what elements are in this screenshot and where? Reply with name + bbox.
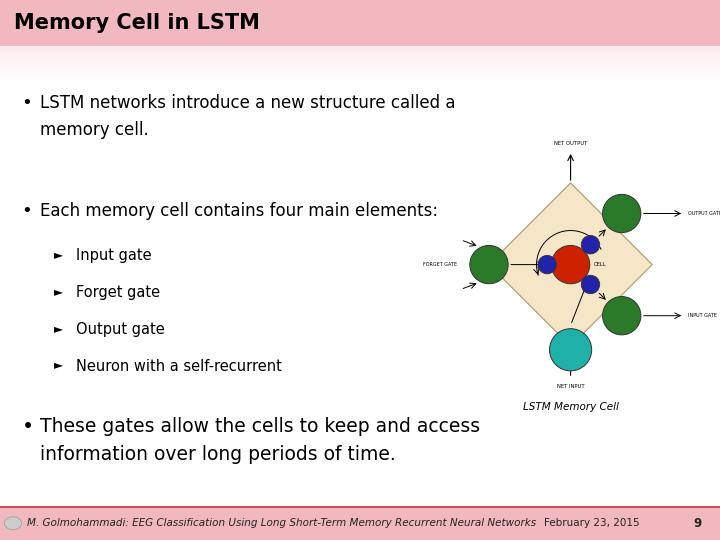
Text: These gates allow the cells to keep and access
information over long periods of : These gates allow the cells to keep and … [40,417,480,464]
Text: Each memory cell contains four main elements:: Each memory cell contains four main elem… [40,202,438,220]
Bar [0,507,720,540]
Text: INPUT GATE: INPUT GATE [688,313,716,318]
Bar [0,46,720,49]
Text: Forget gate: Forget gate [76,285,160,300]
Text: OUTPUT GATE: OUTPUT GATE [688,211,720,216]
Circle shape [581,235,600,254]
Text: 9: 9 [694,517,702,530]
Circle shape [538,255,557,274]
Bar [0,58,720,60]
Text: •: • [22,417,34,437]
Text: CELL: CELL [593,262,606,267]
Text: •: • [22,202,32,220]
Text: ►: ► [54,322,63,335]
Text: ►: ► [54,248,63,261]
Text: LSTM Memory Cell: LSTM Memory Cell [523,402,618,413]
Bar [0,0,720,46]
Polygon shape [489,183,652,346]
Bar [0,66,720,69]
Bar [0,72,720,75]
Bar [0,60,720,63]
Bar [0,75,720,78]
Text: LSTM networks introduce a new structure called a
memory cell.: LSTM networks introduce a new structure … [40,94,455,139]
Text: Neuron with a self-recurrent: Neuron with a self-recurrent [76,359,282,374]
Circle shape [603,296,641,335]
Text: February 23, 2015: February 23, 2015 [544,518,639,528]
Text: NET OUTPUT: NET OUTPUT [554,141,588,146]
Text: Input gate: Input gate [76,248,151,264]
Bar [0,52,720,55]
Circle shape [4,517,22,530]
Circle shape [603,194,641,233]
Text: ►: ► [54,359,63,372]
Circle shape [581,275,600,294]
Bar [0,69,720,72]
Bar [0,55,720,58]
Bar [0,49,720,52]
Text: •: • [22,94,32,112]
Text: Output gate: Output gate [76,322,164,337]
Circle shape [549,329,592,371]
Bar [0,63,720,66]
Text: ►: ► [54,285,63,298]
Circle shape [470,246,508,284]
Bar [0,78,720,81]
Circle shape [552,246,590,284]
Text: FORGET GATE: FORGET GATE [423,262,457,267]
Text: M. Golmohammadi: EEG Classification Using Long Short-Term Memory Recurrent Neura: M. Golmohammadi: EEG Classification Usin… [27,518,536,528]
Text: Memory Cell in LSTM: Memory Cell in LSTM [14,13,260,33]
Text: NET INPUT: NET INPUT [557,384,585,389]
